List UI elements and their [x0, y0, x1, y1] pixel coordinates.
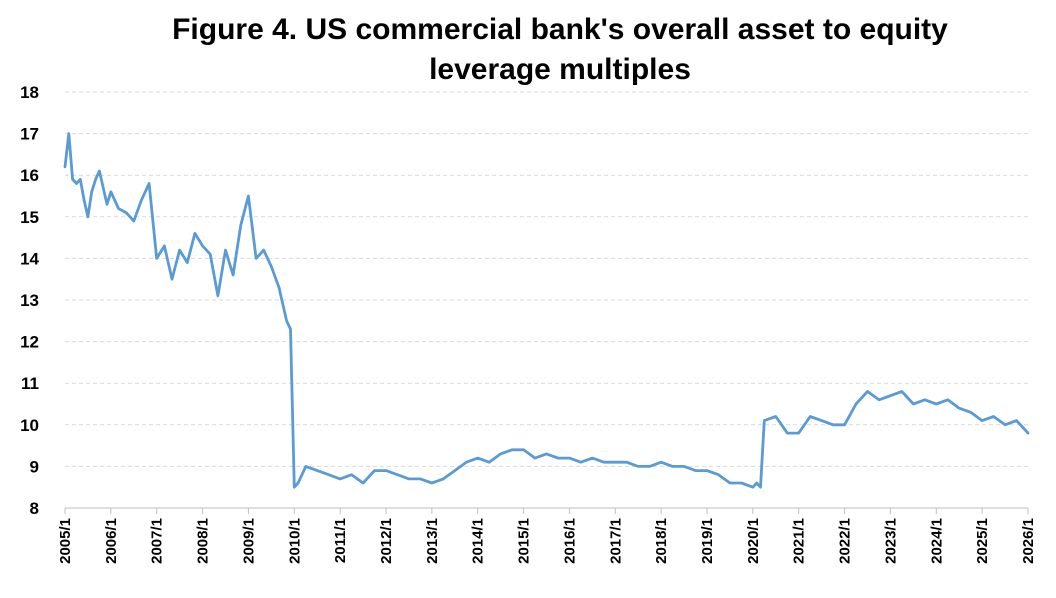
- x-tick-label: 2026/1: [1020, 518, 1037, 564]
- x-tick-label: 2020/1: [745, 518, 762, 564]
- x-tick-label: 2014/1: [470, 518, 487, 564]
- x-tick-label: 2019/1: [699, 518, 716, 564]
- x-tick-label: 2023/1: [882, 518, 899, 564]
- x-tick-label: 2012/1: [378, 518, 395, 564]
- y-tick-label: 14: [20, 249, 39, 268]
- grid-lines: [65, 91, 1028, 467]
- x-tick-label: 2005/1: [57, 518, 74, 564]
- x-tick-label: 2021/1: [791, 518, 808, 564]
- y-tick-label: 9: [30, 457, 39, 476]
- y-tick-label: 15: [20, 208, 39, 227]
- series-line: [63, 132, 1030, 489]
- y-tick-label: 18: [20, 83, 39, 102]
- y-tick-label: 13: [20, 291, 39, 310]
- y-tick-label: 16: [20, 166, 39, 185]
- x-tick-label: 2024/1: [928, 518, 945, 564]
- x-tick-label: 2025/1: [974, 518, 991, 564]
- y-tick-label: 10: [20, 416, 39, 435]
- x-tick-label: 2006/1: [103, 518, 120, 564]
- y-tick-label: 17: [20, 125, 39, 144]
- x-tick-label: 2017/1: [607, 518, 624, 564]
- x-tick-label: 2011/1: [332, 518, 349, 563]
- x-tick-label: 2010/1: [286, 518, 303, 564]
- chart-title-line-2: leverage multiples: [429, 53, 691, 86]
- chart-title: Figure 4. US commercial bank's overall a…: [0, 10, 1056, 90]
- x-tick-label: 2008/1: [195, 518, 212, 564]
- y-tick-label: 8: [30, 499, 39, 518]
- x-tick-label: 2016/1: [561, 518, 578, 564]
- x-tick-label: 2007/1: [149, 518, 166, 564]
- x-tick-label: 2015/1: [516, 518, 533, 564]
- y-tick-labels: 8 9 10 11 12 13 14 15 16 17 18: [20, 83, 39, 518]
- chart-title-line-1: Figure 4. US commercial bank's overall a…: [172, 13, 948, 46]
- x-tick-label: 2022/1: [837, 518, 854, 564]
- y-tick-label: 12: [20, 333, 39, 352]
- axes: [64, 507, 1029, 514]
- x-tick-labels: 2005/1 2006/1 2007/1 2008/1 2009/1 2010/1 2011…: [57, 518, 1037, 564]
- y-tick-label: 11: [21, 374, 39, 393]
- data-series: [63, 132, 1030, 489]
- x-tick-label: 2018/1: [653, 518, 670, 564]
- x-tick-label: 2013/1: [424, 518, 441, 564]
- x-tick-label: 2009/1: [240, 518, 257, 564]
